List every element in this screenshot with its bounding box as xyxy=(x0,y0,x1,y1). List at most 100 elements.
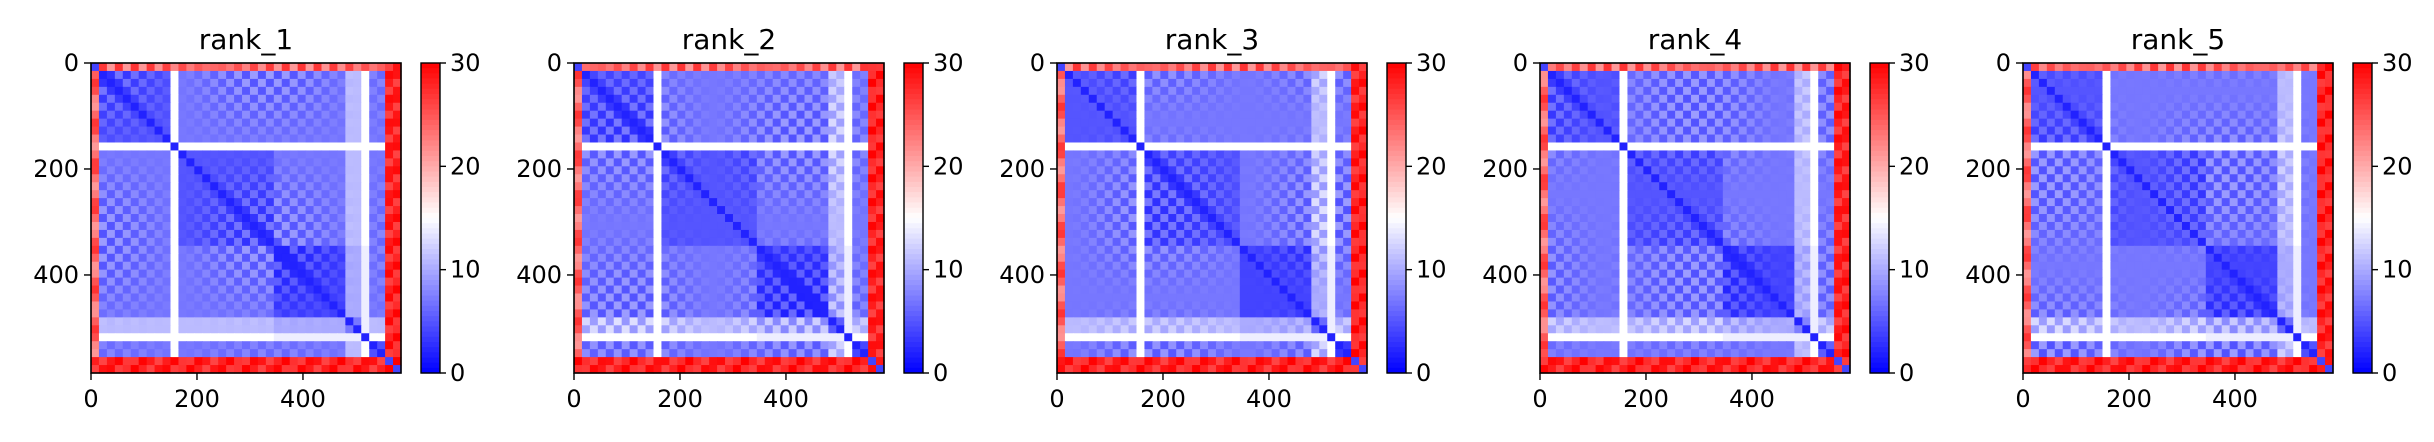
heatmap-cell xyxy=(250,262,259,271)
heatmap-cell xyxy=(1208,262,1217,271)
heatmap-cell xyxy=(282,230,291,239)
heatmap-cell xyxy=(1089,206,1098,215)
heatmap-cell xyxy=(107,309,116,318)
heatmap-cell xyxy=(107,119,116,128)
heatmap-cell xyxy=(590,341,599,350)
heatmap-cell xyxy=(725,63,734,72)
heatmap-cell xyxy=(781,63,790,72)
heatmap-cell xyxy=(306,309,315,318)
heatmap-cell xyxy=(812,325,821,334)
heatmap-cell xyxy=(1200,198,1209,207)
heatmap-cell xyxy=(590,103,599,112)
heatmap-cell xyxy=(298,150,307,159)
heatmap-cell xyxy=(250,150,259,159)
heatmap-cell xyxy=(218,182,227,191)
heatmap-cell xyxy=(781,198,790,207)
heatmap-cell xyxy=(1200,142,1209,151)
heatmap-cell xyxy=(582,95,591,104)
heatmap-cell xyxy=(661,87,670,96)
heatmap-cell xyxy=(218,333,227,342)
heatmap-cell xyxy=(385,127,394,136)
heatmap-cell xyxy=(1152,135,1161,144)
heatmap-cell xyxy=(1771,87,1780,96)
heatmap-cell xyxy=(107,63,116,72)
heatmap-cell xyxy=(1184,341,1193,350)
heatmap-cell xyxy=(1643,63,1652,72)
heatmap-cell xyxy=(282,127,291,136)
heatmap-cell xyxy=(685,238,694,247)
heatmap-cell xyxy=(836,79,845,88)
heatmap-cell xyxy=(314,341,323,350)
heatmap-cell xyxy=(155,341,164,350)
heatmap-cell xyxy=(820,286,829,295)
heatmap-cell xyxy=(1105,127,1114,136)
heatmap-cell xyxy=(868,166,877,175)
heatmap-cell xyxy=(1335,119,1344,128)
heatmap-cell xyxy=(836,190,845,199)
heatmap-cell xyxy=(377,309,386,318)
heatmap-cell xyxy=(282,135,291,144)
heatmap-cell xyxy=(218,357,227,366)
colorbar-tick-label: 10 xyxy=(450,256,481,284)
heatmap-cell xyxy=(1144,262,1153,271)
heatmap-cell xyxy=(1319,278,1328,287)
heatmap-cell xyxy=(1097,71,1106,80)
heatmap-cell xyxy=(210,79,219,88)
heatmap-cell xyxy=(1272,222,1281,231)
heatmap-cell xyxy=(115,262,124,271)
heatmap-cell xyxy=(1136,262,1145,271)
heatmap-cell xyxy=(377,190,386,199)
heatmap-cell xyxy=(1081,87,1090,96)
heatmap-cell xyxy=(1152,278,1161,287)
heatmap-cell xyxy=(186,142,195,151)
heatmap-cell xyxy=(1208,309,1217,318)
heatmap-cell xyxy=(1335,341,1344,350)
heatmap-cell xyxy=(1168,301,1177,310)
heatmap-cell xyxy=(868,270,877,279)
heatmap-cell xyxy=(274,150,283,159)
heatmap-cell xyxy=(369,309,378,318)
heatmap-cell xyxy=(1264,206,1273,215)
heatmap-cell xyxy=(582,71,591,80)
heatmap-cell xyxy=(598,166,607,175)
heatmap-cell xyxy=(646,174,655,183)
heatmap-cell xyxy=(844,214,853,223)
heatmap-cell xyxy=(1152,198,1161,207)
heatmap-cell xyxy=(1105,309,1114,318)
heatmap-cell xyxy=(1057,214,1066,223)
heatmap-cell xyxy=(1256,230,1265,239)
heatmap-cell xyxy=(1152,206,1161,215)
heatmap-cell xyxy=(234,333,243,342)
heatmap-cell xyxy=(290,294,299,303)
heatmap-cell xyxy=(669,182,678,191)
heatmap-cell xyxy=(860,135,869,144)
heatmap-cell xyxy=(1184,254,1193,263)
heatmap-cell xyxy=(1280,278,1289,287)
heatmap-cell xyxy=(693,166,702,175)
heatmap-cell xyxy=(773,79,782,88)
heatmap-cell xyxy=(226,254,235,263)
heatmap-cell xyxy=(361,206,370,215)
heatmap-cell xyxy=(1192,325,1201,334)
heatmap-cell xyxy=(797,135,806,144)
heatmap-cell xyxy=(306,333,315,342)
heatmap-cell xyxy=(733,206,742,215)
heatmap-cell xyxy=(202,246,211,255)
heatmap-cell xyxy=(852,246,861,255)
heatmap-cell xyxy=(836,230,845,239)
heatmap-cell xyxy=(147,238,156,247)
heatmap-cell xyxy=(385,246,394,255)
heatmap-cell xyxy=(107,278,116,287)
heatmap-cell xyxy=(1097,87,1106,96)
heatmap-cell xyxy=(282,246,291,255)
heatmap-cell xyxy=(1288,166,1297,175)
heatmap-cell xyxy=(653,262,662,271)
heatmap-cell xyxy=(147,206,156,215)
heatmap-cell xyxy=(1691,63,1700,72)
heatmap-cell xyxy=(1619,71,1628,80)
heatmap-cell xyxy=(1168,166,1177,175)
heatmap-cell xyxy=(685,182,694,191)
heatmap-cell xyxy=(1224,79,1233,88)
heatmap-cell xyxy=(820,357,829,366)
heatmap-cell xyxy=(306,246,315,255)
